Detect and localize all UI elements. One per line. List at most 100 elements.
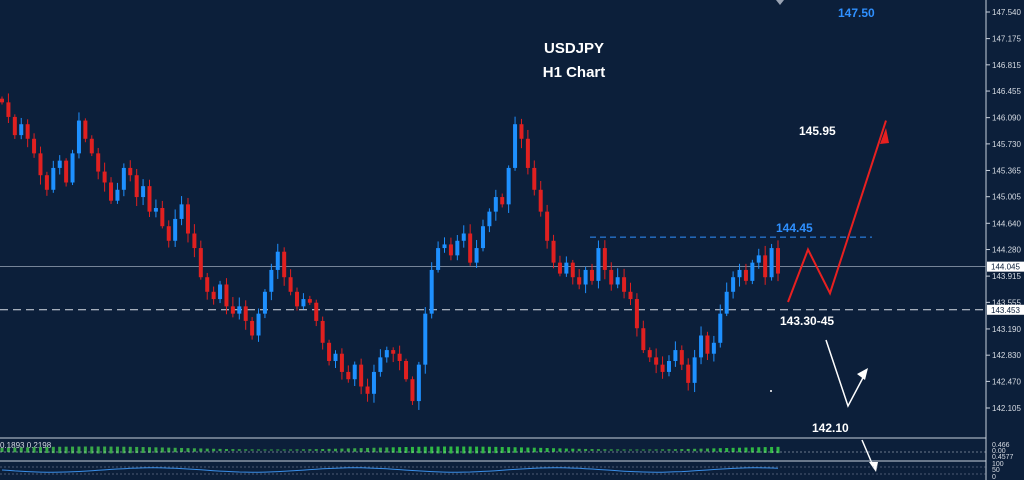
y-tick-label: 146.090: [992, 114, 1021, 123]
candle-body: [493, 197, 498, 212]
candle-body: [480, 226, 485, 249]
histogram-bar: [423, 446, 427, 454]
chart-title: USDJPY: [543, 40, 605, 57]
histogram-bar: [712, 448, 716, 452]
histogram-bar: [83, 446, 87, 454]
candle-body: [660, 364, 665, 372]
candle-body: [615, 277, 620, 285]
histogram-bar: [686, 448, 690, 452]
y-tick-label: 143.915: [992, 272, 1021, 281]
histogram-bar: [571, 448, 575, 452]
candle-body: [153, 207, 158, 212]
candle-body: [359, 364, 364, 387]
histogram-bar: [122, 446, 126, 454]
histogram-bar: [584, 448, 588, 452]
candle-body: [173, 218, 178, 241]
histogram-bar: [32, 447, 36, 453]
y-tick-label: 144.280: [992, 246, 1021, 255]
histogram-bar: [481, 446, 485, 454]
histogram-bar: [141, 447, 145, 453]
histogram-bar: [64, 446, 68, 454]
histogram-bar: [558, 448, 562, 452]
histogram-bar: [436, 446, 440, 454]
histogram-bar: [667, 449, 671, 451]
histogram-bar: [96, 446, 100, 454]
histogram-bar: [257, 449, 261, 451]
candle-body: [262, 291, 267, 314]
candle-body: [686, 364, 691, 383]
y-tick-label: 145.365: [992, 166, 1021, 175]
candle-body: [506, 167, 511, 205]
candle-body: [378, 357, 383, 372]
candle-body: [218, 284, 223, 300]
histogram-bar: [289, 449, 293, 451]
candle-body: [429, 269, 434, 314]
candle-body: [737, 269, 742, 278]
histogram-bar: [635, 449, 639, 451]
histogram-bar: [160, 447, 164, 453]
histogram-bar: [353, 448, 357, 452]
histogram-bar: [391, 447, 395, 453]
candle-body: [76, 120, 81, 154]
candle-body: [295, 291, 300, 307]
histogram-bar: [744, 447, 748, 453]
histogram-bar: [673, 449, 677, 451]
candle-body: [647, 350, 652, 358]
level-label-147-50: 147.50: [838, 6, 875, 20]
histogram-bar: [564, 448, 568, 452]
candle-body: [750, 262, 755, 281]
histogram-bar: [603, 449, 607, 451]
histogram-bar: [224, 449, 228, 451]
histogram-bar: [109, 446, 113, 454]
y-tick-label: 142.470: [992, 377, 1021, 386]
y-tick-label: 146.815: [992, 61, 1021, 70]
histogram-bar: [263, 449, 267, 451]
candle-body: [557, 262, 562, 274]
candle-body: [718, 313, 723, 343]
histogram-bar: [77, 446, 81, 454]
candle-body: [538, 189, 543, 212]
histogram-bar: [526, 447, 530, 453]
candle-body: [769, 248, 774, 278]
candle-body: [609, 269, 614, 285]
candle-body: [282, 251, 287, 278]
histogram-bar: [154, 447, 158, 453]
histogram-bar: [776, 446, 780, 454]
candle-body: [230, 306, 235, 314]
histogram-bar: [301, 449, 305, 451]
candle-body: [602, 248, 607, 270]
candle-body: [731, 277, 736, 292]
candle-body: [513, 124, 518, 168]
candle-body: [532, 167, 537, 190]
histogram-bar: [494, 446, 498, 454]
candle-body: [743, 269, 748, 281]
candle-body: [570, 262, 575, 278]
histogram-bar: [148, 447, 152, 453]
candle-body: [654, 357, 659, 365]
level-label-143-30-45: 143.30-45: [780, 314, 834, 328]
candle-body: [461, 233, 466, 241]
histogram-bar: [430, 446, 434, 454]
candle-body: [391, 350, 396, 354]
histogram-bar: [38, 447, 42, 453]
y-tick-label: 147.175: [992, 35, 1021, 44]
level-label-145-95: 145.95: [799, 124, 836, 138]
candle-body: [756, 255, 761, 263]
histogram-bar: [128, 446, 132, 454]
candle-body: [436, 248, 441, 270]
projection-paths: [770, 120, 889, 472]
indicator-2-tick: 0: [992, 474, 996, 480]
histogram-bar: [192, 448, 196, 452]
shift-marker-icon: [776, 0, 784, 5]
candle-body: [622, 277, 627, 292]
histogram-bar: [199, 448, 203, 452]
candle-body: [134, 175, 139, 198]
histogram-bar: [731, 447, 735, 453]
histogram-bar: [532, 447, 536, 453]
histogram-bar: [462, 446, 466, 454]
histogram-bar: [628, 449, 632, 451]
candle-body: [211, 291, 216, 300]
histogram-bar: [725, 448, 729, 452]
histogram-bar: [6, 447, 10, 453]
